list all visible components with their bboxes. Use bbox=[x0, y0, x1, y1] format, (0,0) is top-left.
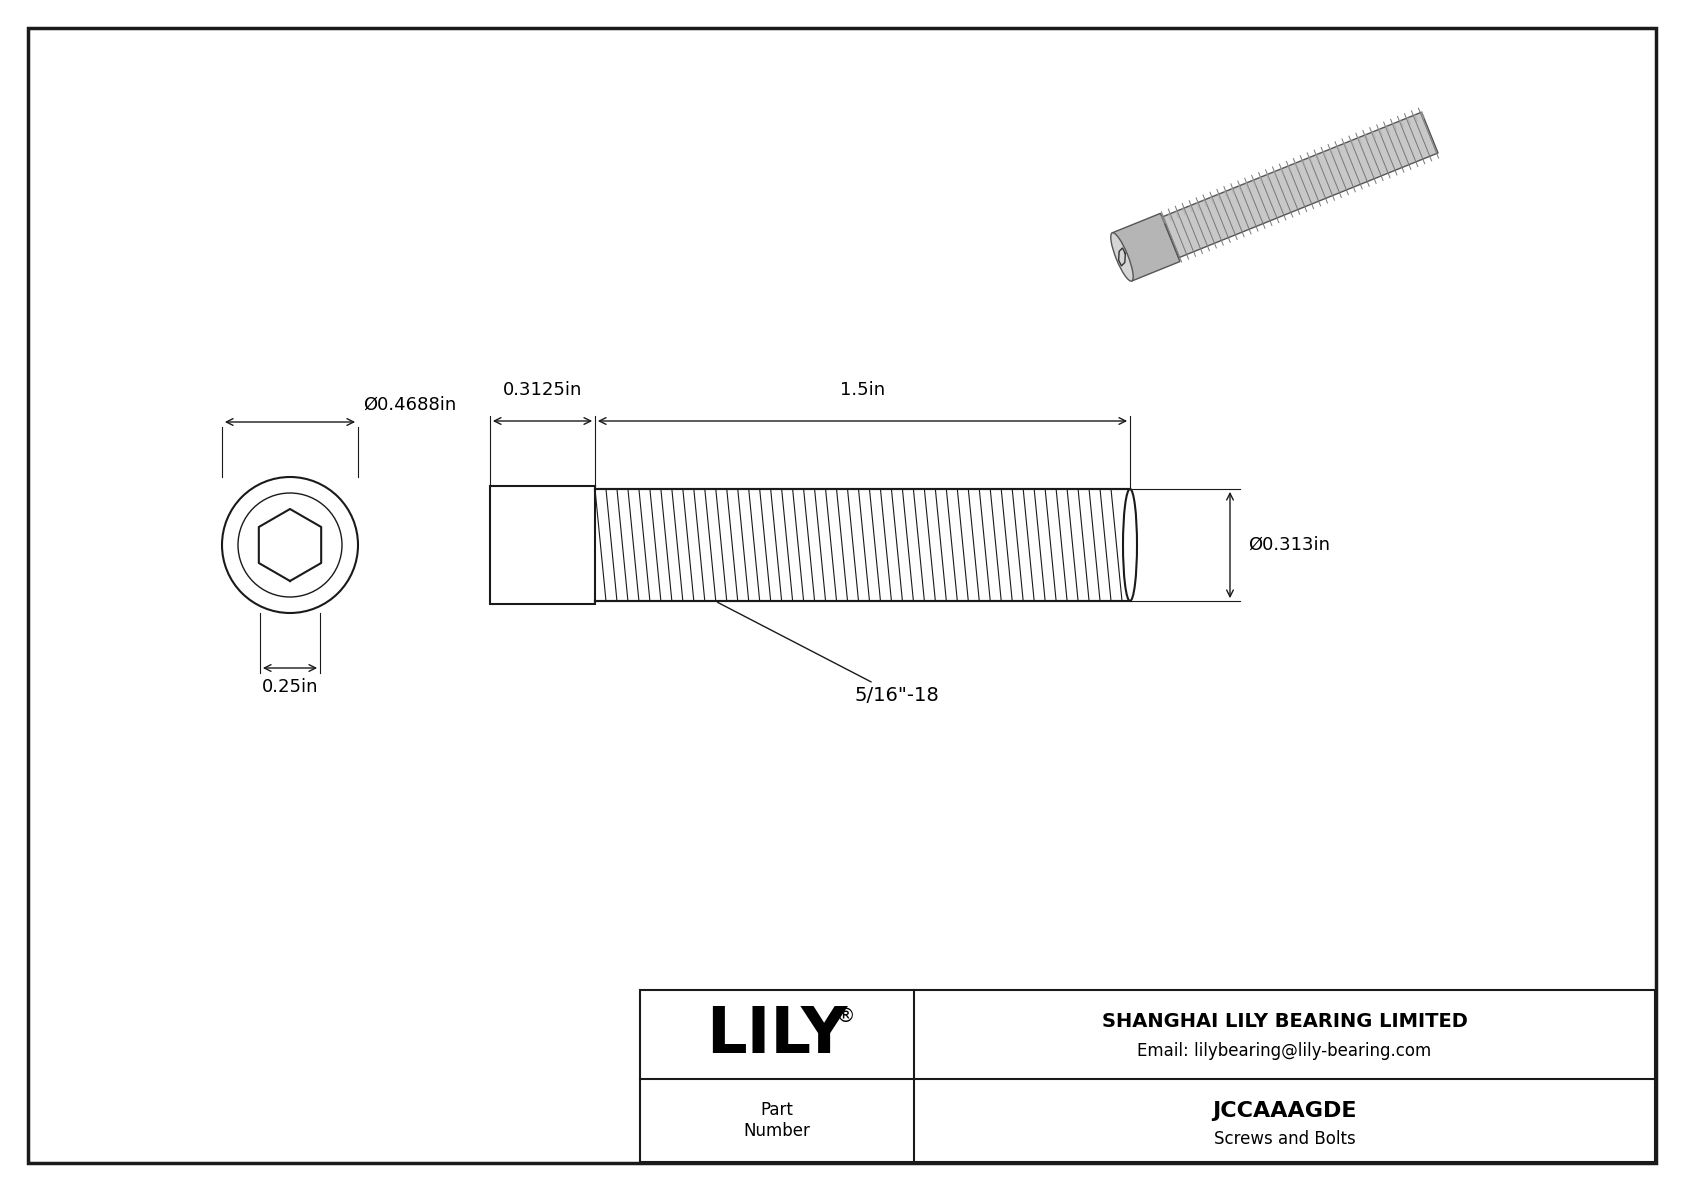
Text: Ø0.4688in: Ø0.4688in bbox=[364, 395, 456, 414]
Text: Ø0.313in: Ø0.313in bbox=[1248, 536, 1330, 554]
Bar bbox=[640, 990, 1655, 1162]
Text: 1.5in: 1.5in bbox=[840, 381, 886, 399]
Text: 0.25in: 0.25in bbox=[261, 678, 318, 696]
Text: Screws and Bolts: Screws and Bolts bbox=[1214, 1130, 1356, 1148]
Text: 0.3125in: 0.3125in bbox=[504, 381, 583, 399]
Polygon shape bbox=[1111, 213, 1180, 281]
Circle shape bbox=[237, 493, 342, 597]
Ellipse shape bbox=[1123, 490, 1137, 601]
Text: Email: lilybearing@lily-bearing.com: Email: lilybearing@lily-bearing.com bbox=[1137, 1042, 1431, 1060]
Text: Part
Number: Part Number bbox=[744, 1102, 810, 1140]
Text: LILY: LILY bbox=[706, 1004, 847, 1066]
Circle shape bbox=[222, 478, 359, 613]
Text: SHANGHAI LILY BEARING LIMITED: SHANGHAI LILY BEARING LIMITED bbox=[1101, 1012, 1467, 1030]
Text: 5/16"-18: 5/16"-18 bbox=[717, 603, 940, 705]
Text: JCCAAAGDE: JCCAAAGDE bbox=[1212, 1100, 1357, 1121]
Text: ®: ® bbox=[835, 1008, 855, 1027]
Bar bbox=[490, 486, 594, 604]
Ellipse shape bbox=[1111, 232, 1133, 281]
Polygon shape bbox=[1162, 112, 1438, 257]
